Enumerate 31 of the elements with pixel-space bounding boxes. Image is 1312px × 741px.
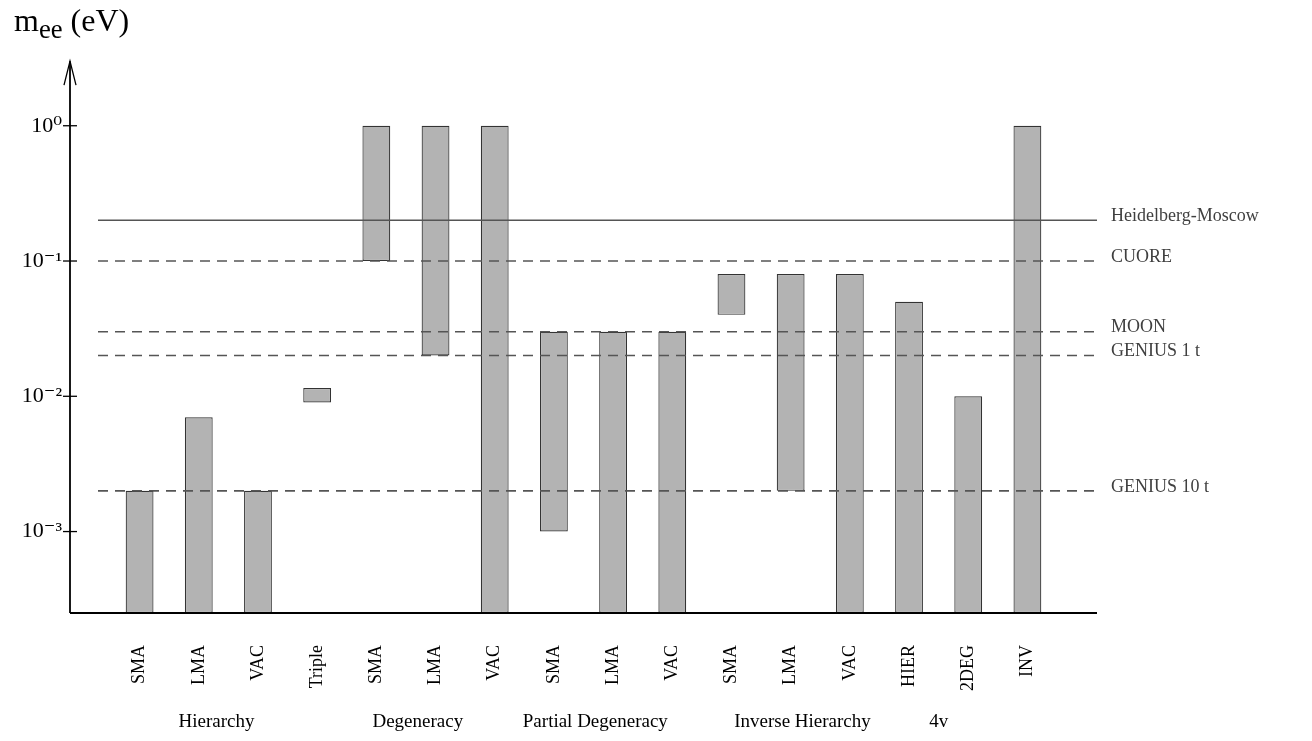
x-tick-label: VAC <box>661 645 682 681</box>
ref-line-label: MOON <box>1111 316 1167 337</box>
text: Hierarchy <box>178 709 256 731</box>
y-tick-label: 10⁻¹ <box>21 246 62 272</box>
x-tick-label: SMA <box>542 645 563 685</box>
x-tick-label: LMA <box>601 645 622 685</box>
ref-line-label: Heidelberg-Moscow <box>1111 205 1259 226</box>
y-tick-label: 10⁻² <box>21 382 63 408</box>
text: Inverse Hierarchy <box>734 709 872 731</box>
x-tick-label: Triple <box>305 645 326 689</box>
text: 4v <box>929 709 949 731</box>
x-tick-label: SMA <box>720 645 741 685</box>
text: Degeneracy <box>372 709 464 731</box>
x-tick-label: SMA <box>128 645 149 685</box>
x-tick-label: HIER <box>897 645 918 687</box>
y-tick-label: 10⁻³ <box>21 517 63 543</box>
y-axis-title: m$_{ee}$ (eV) <box>14 1 130 47</box>
x-tick-label: INV <box>1016 645 1037 677</box>
ref-line-label: GENIUS 10 t <box>1111 475 1209 496</box>
x-tick-label: VAC <box>838 645 859 681</box>
x-tick-label: VAC <box>246 645 267 681</box>
ref-line-label: GENIUS 1 t <box>1111 340 1200 361</box>
x-tick-label: VAC <box>483 645 504 681</box>
x-tick-label: LMA <box>187 645 208 685</box>
ref-line-label: CUORE <box>1111 245 1173 266</box>
x-tick-label: SMA <box>365 645 386 685</box>
y-tick-label: 10⁰ <box>31 111 63 137</box>
text: Partial Degeneracy <box>522 709 669 731</box>
x-tick-label: 2DEG <box>956 645 977 691</box>
x-tick-label: LMA <box>424 645 445 685</box>
x-tick-label: LMA <box>779 645 800 685</box>
